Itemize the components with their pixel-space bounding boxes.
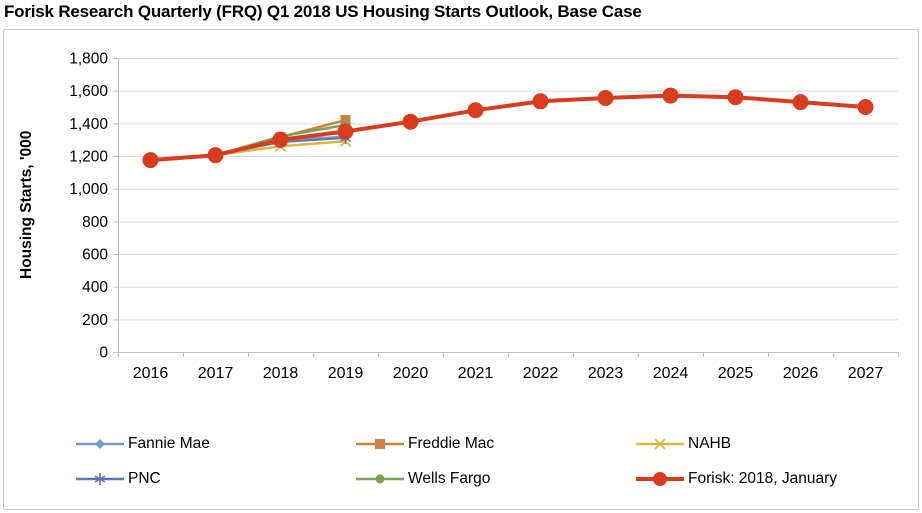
- svg-text:0: 0: [99, 345, 108, 362]
- svg-text:1,200: 1,200: [69, 149, 108, 166]
- axes: [113, 58, 899, 357]
- svg-text:2017: 2017: [198, 365, 234, 382]
- svg-text:2025: 2025: [718, 365, 754, 382]
- y-axis-title: Housing Starts, '000: [18, 130, 35, 280]
- legend-item-wells-fargo: Wells Fargo: [356, 468, 636, 490]
- housing-starts-chart: 0 200 400 600 800 1,000 1,200 1,400 1,600 1,800 20…: [69, 51, 899, 382]
- svg-text:2024: 2024: [653, 365, 689, 382]
- svg-text:600: 600: [82, 247, 108, 264]
- legend-label: Fannie Mae: [128, 434, 210, 452]
- legend-item-forisk: Forisk: 2018, January: [636, 468, 908, 490]
- legend-label: Wells Fargo: [408, 469, 491, 487]
- svg-text:2027: 2027: [848, 365, 884, 382]
- svg-text:1,800: 1,800: [69, 51, 108, 68]
- fannie-mae-diamond-marker-icon: [76, 438, 124, 449]
- chart-legend: Fannie Mae Freddie Mac NAHB PNC Wells Fa…: [76, 426, 908, 496]
- legend-item-fannie-mae: Fannie Mae: [76, 433, 356, 455]
- forisk-circle-marker-icon: [636, 471, 684, 486]
- y-tick-labels: 0 200 400 600 800 1,000 1,200 1,400 1,600 1,800: [69, 51, 108, 362]
- svg-text:2026: 2026: [783, 365, 819, 382]
- svg-text:2022: 2022: [523, 365, 559, 382]
- svg-text:1,000: 1,000: [69, 181, 108, 198]
- svg-text:2016: 2016: [133, 365, 169, 382]
- svg-text:2018: 2018: [263, 365, 299, 382]
- legend-item-pnc: PNC: [76, 468, 356, 490]
- pnc-asterisk-marker-icon: [76, 472, 124, 485]
- legend-label: NAHB: [688, 434, 732, 452]
- svg-text:200: 200: [82, 312, 108, 329]
- gridlines: [118, 58, 898, 321]
- svg-text:2019: 2019: [328, 365, 364, 382]
- svg-text:800: 800: [82, 214, 108, 231]
- x-tick-labels: 2016 2017 2018 2019 2020 2021 2022 2023 2024 2025…: [133, 365, 884, 382]
- series-forisk-2018-january: [142, 87, 874, 169]
- freddie-mac-square-marker-icon: [356, 438, 404, 449]
- svg-text:1,600: 1,600: [69, 83, 108, 100]
- legend-label: Forisk: 2018, January: [688, 469, 838, 487]
- svg-text:2021: 2021: [458, 365, 494, 382]
- legend-label: Freddie Mac: [408, 434, 495, 452]
- legend-label: PNC: [128, 469, 161, 487]
- nahb-x-marker-icon: [636, 437, 684, 450]
- svg-text:2020: 2020: [393, 365, 429, 382]
- svg-text:2023: 2023: [588, 365, 624, 382]
- legend-item-nahb: NAHB: [636, 433, 908, 455]
- wells-fargo-circle-marker-icon: [356, 474, 404, 483]
- svg-text:400: 400: [82, 279, 108, 296]
- svg-text:1,400: 1,400: [69, 116, 108, 133]
- legend-item-freddie-mac: Freddie Mac: [356, 433, 636, 455]
- page-title: Forisk Research Quarterly (FRQ) Q1 2018 …: [4, 2, 642, 21]
- chart-frame: 0 200 400 600 800 1,000 1,200 1,400 1,600 1,800 20…: [3, 29, 919, 510]
